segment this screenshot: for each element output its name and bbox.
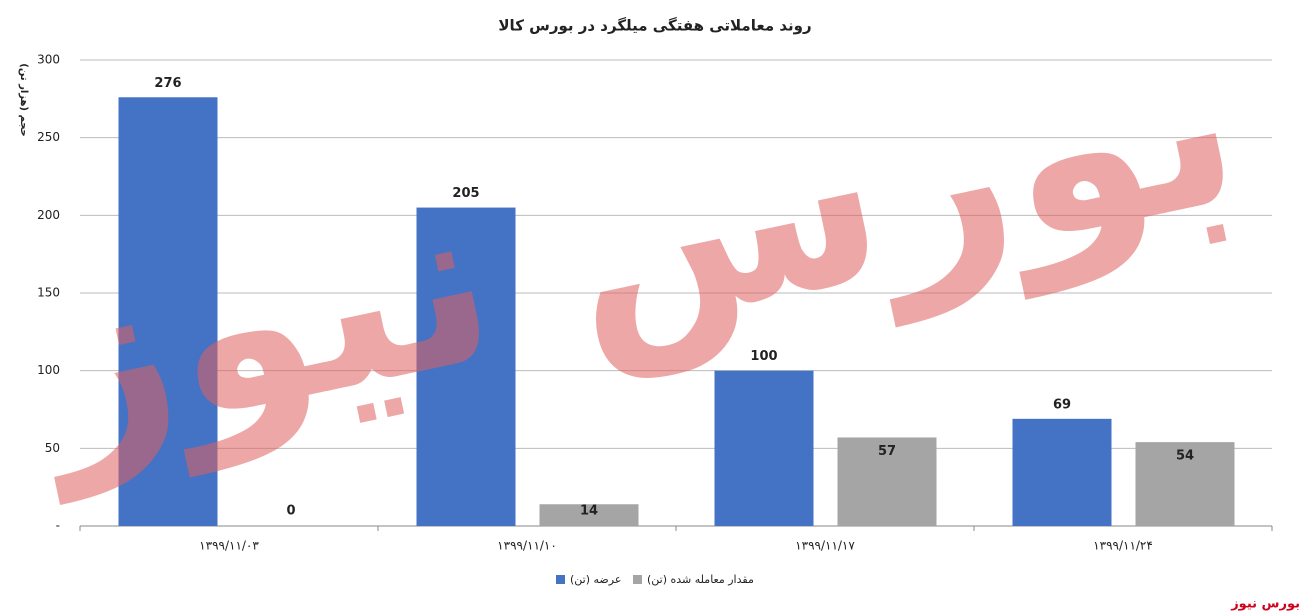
legend-swatch bbox=[556, 575, 565, 584]
bar bbox=[416, 207, 516, 527]
value-label: 57 bbox=[878, 444, 896, 459]
bar bbox=[1135, 442, 1235, 526]
bar bbox=[714, 370, 814, 526]
legend-label: عرضه (تن) bbox=[570, 573, 621, 586]
value-label: 54 bbox=[1176, 449, 1194, 464]
legend-swatch bbox=[633, 575, 642, 584]
legend-label: مقدار معامله شده (تن) bbox=[647, 573, 754, 586]
y-tick-label: 100 bbox=[37, 363, 60, 377]
source: بورس نیوز bbox=[1230, 597, 1300, 612]
value-label: 205 bbox=[452, 186, 479, 201]
y-axis-label: حجم (هزار تن) bbox=[18, 63, 29, 136]
value-label: 0 bbox=[286, 504, 295, 519]
y-tick-label: 200 bbox=[37, 208, 60, 222]
y-tick-label: 50 bbox=[45, 441, 60, 455]
value-label: 276 bbox=[154, 76, 181, 91]
bar bbox=[837, 437, 937, 526]
chart-title: روند معاملاتی هفتگی میلگرد در بورس کالا bbox=[498, 17, 811, 35]
y-tick-label: 250 bbox=[37, 130, 60, 144]
y-tick-label: 150 bbox=[37, 286, 60, 300]
value-label: 100 bbox=[750, 349, 777, 364]
x-tick-label: ۱۳۹۹/۱۱/۱۰ bbox=[497, 539, 557, 553]
x-tick-label: ۱۳۹۹/۱۱/۰۳ bbox=[199, 539, 259, 553]
bar bbox=[118, 97, 218, 526]
x-tick-label: ۱۳۹۹/۱۱/۲۴ bbox=[1093, 539, 1153, 553]
x-tick-label: ۱۳۹۹/۱۱/۱۷ bbox=[795, 539, 855, 553]
value-label: 69 bbox=[1053, 397, 1071, 412]
y-tick-label: 300 bbox=[37, 53, 60, 67]
bar bbox=[1012, 418, 1112, 526]
bar bbox=[539, 504, 639, 526]
y-tick-label: - bbox=[56, 519, 60, 533]
value-label: 14 bbox=[580, 504, 598, 519]
